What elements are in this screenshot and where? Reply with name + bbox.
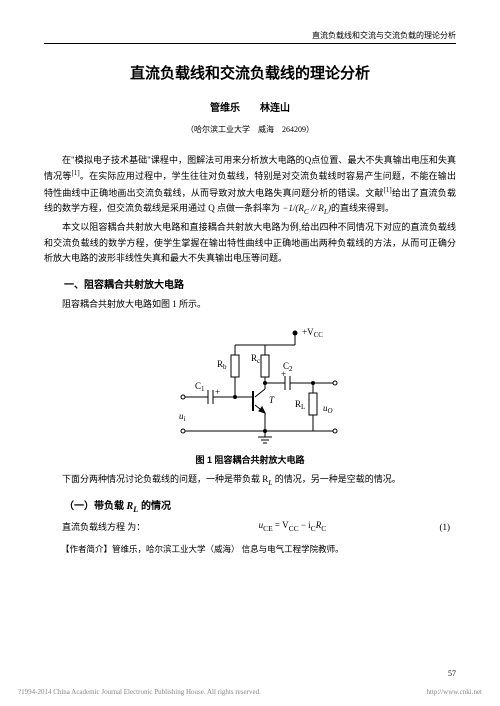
eq1-number: (1) — [440, 522, 457, 532]
sub1-math: R — [124, 501, 133, 512]
svg-text:Rb: Rb — [217, 359, 227, 371]
label-rc-sub: c — [257, 357, 260, 365]
svg-text:+: + — [215, 387, 220, 397]
authors: 管维乐 林连山 — [44, 99, 456, 114]
eq1-label: 直流负载线方程 为： — [44, 520, 145, 533]
section-1-intro: 阻容耦合共射放大电路如图 1 所示。 — [44, 297, 456, 312]
affiliation: （哈尔滨工业大学 威海 264209） — [44, 124, 456, 135]
label-c2-sub: 2 — [289, 365, 293, 373]
label-ui-sub: i — [184, 415, 186, 423]
svg-text:+VCC: +VCC — [302, 327, 323, 339]
eq1-cc: CC — [289, 524, 299, 533]
after-fig-b: 的情况，另一种是空载的情况。 — [272, 474, 400, 484]
article-title: 直流负载线和交流负载线的理论分析 — [44, 62, 456, 83]
running-header: 直流负载线和交流与交流负载的理论分析 — [44, 30, 456, 44]
label-rl-sub: L — [301, 403, 305, 411]
label-vcc: +V — [302, 327, 314, 337]
after-fig-a: 下面分两种情况讨论负载线的问题，一种是带负载 R — [62, 474, 268, 484]
svg-text:RL: RL — [295, 399, 305, 411]
footer-right: http://www.cnki.net — [426, 688, 482, 696]
citation-2: [1] — [384, 186, 392, 194]
figure-1: + + +VCC Rb Rc C1 C2 RL T ui uO — [44, 321, 456, 451]
label-rb-sub: b — [223, 363, 227, 371]
label-uo-sub: O — [328, 407, 333, 415]
subsection-1-heading: （一）带负载 RL 的情况 — [44, 497, 456, 514]
math-minus: −1/(R — [282, 203, 304, 213]
label-vcc-sub: CC — [314, 331, 324, 339]
copyright-footer: ?1994-2014 China Academic Journal Electr… — [0, 688, 500, 696]
eq1-minus: − i — [299, 520, 311, 530]
paragraph-2: 本文以阻容耦合共射放大电路和直接耦合共射放大电路为例,给出四种不同情况下对应的直… — [44, 220, 456, 266]
sub1-a: （一）带负载 — [64, 501, 124, 512]
svg-text:C1: C1 — [195, 381, 205, 393]
label-c1-sub: 1 — [201, 385, 205, 393]
svg-text:uO: uO — [323, 403, 333, 415]
figure-1-caption: 图 1 阻容耦合共射放大电路 — [44, 453, 456, 466]
label-t: T — [269, 395, 275, 405]
equation-1: 直流负载线方程 为： uCE = VCC − iCRC (1) — [44, 520, 456, 533]
sub1-b: 的情况 — [138, 501, 171, 512]
author-intro: 【作者简介】管维乐，哈尔滨工业大学（威海） 信息与电气工程学院教师。 — [44, 543, 456, 557]
p1-math: −1/(RC // RL) — [282, 203, 331, 213]
svg-text:ui: ui — [179, 411, 186, 423]
svg-text:Rc: Rc — [251, 353, 260, 365]
eq1-formula: uCE = VCC − iCRC — [145, 520, 439, 533]
eq1-ce: CE — [263, 524, 273, 533]
math-par: // R — [309, 203, 324, 213]
page-number: 57 — [448, 669, 456, 678]
eq1-eq: = V — [273, 520, 289, 530]
section-1-heading: 一、阻容耦合共射放大电路 — [44, 276, 456, 291]
citation-1: [1] — [72, 169, 80, 177]
after-figure-text: 下面分两种情况讨论负载线的问题，一种是带负载 RL 的情况，另一种是空载的情况。 — [44, 472, 456, 490]
p1-text-d: 的直线来得到。 — [331, 203, 394, 213]
circuit-diagram: + + +VCC Rb Rc C1 C2 RL T ui uO — [155, 321, 345, 451]
paragraph-1: 在"模拟电子技术基础"课程中，图解法可用来分析放大电路的Q点位置、最大不失真输出… — [44, 153, 456, 218]
footer-left: ?1994-2014 China Academic Journal Electr… — [18, 688, 261, 696]
eq1-rc: C — [321, 524, 326, 533]
